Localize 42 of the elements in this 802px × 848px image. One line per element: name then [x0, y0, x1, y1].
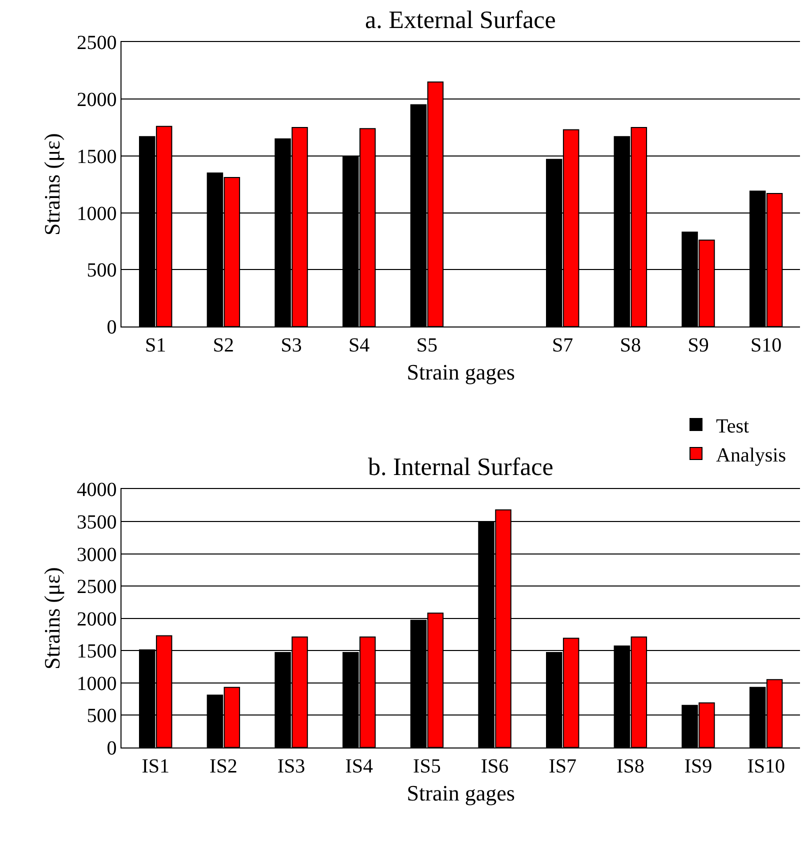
y-tick-label: 1500: [76, 640, 117, 663]
y-tick-label: 1000: [76, 202, 117, 225]
y-axis-title: Strains (με): [39, 567, 64, 670]
legend-label: Test: [716, 415, 750, 438]
chart-title: b. Internal Surface: [368, 454, 554, 481]
x-tick-label: S2: [212, 334, 234, 357]
x-tick-label: IS9: [684, 755, 712, 778]
y-tick-label: 500: [86, 705, 117, 728]
y-tick-label: 1000: [76, 672, 117, 695]
y-tick-label: 1500: [76, 146, 117, 168]
x-tick-label: IS1: [142, 755, 170, 778]
y-tick-label: 2500: [76, 32, 117, 54]
y-axis-title: Strains (με): [39, 133, 64, 236]
x-tick-label: IS2: [210, 755, 238, 778]
y-tick-label: 2000: [76, 608, 117, 630]
x-tick-label: IS3: [277, 755, 306, 778]
y-tick-label: 0: [106, 316, 117, 339]
x-tick-label: S8: [620, 334, 641, 357]
x-tick-label: S5: [416, 334, 438, 357]
y-tick-label: 500: [86, 260, 117, 282]
x-tick-label: IS10: [747, 755, 785, 778]
x-tick-label: S1: [145, 334, 166, 357]
y-tick-label: 3000: [76, 544, 117, 566]
x-axis-title: Strain gages: [406, 780, 515, 806]
y-tick-label: 4000: [76, 479, 117, 502]
x-tick-label: S3: [280, 334, 302, 357]
chart-title: a. External Surface: [365, 7, 556, 34]
y-tick-label: 0: [106, 737, 117, 760]
x-tick-label: IS6: [480, 755, 509, 778]
y-tick-label: 2000: [76, 89, 117, 112]
x-tick-label: S9: [688, 334, 709, 357]
x-tick-label: S10: [750, 334, 782, 357]
y-tick-label: 3500: [76, 512, 117, 534]
x-tick-label: S4: [348, 334, 370, 357]
x-tick-label: IS8: [616, 755, 644, 778]
y-tick-label: 2500: [76, 576, 117, 598]
legend-label: Analysis: [716, 444, 786, 466]
x-axis-title: Strain gages: [406, 359, 515, 384]
x-tick-label: IS5: [413, 755, 441, 778]
x-tick-label: IS7: [548, 755, 576, 778]
x-tick-label: IS4: [345, 755, 374, 778]
x-tick-label: S7: [552, 334, 574, 357]
